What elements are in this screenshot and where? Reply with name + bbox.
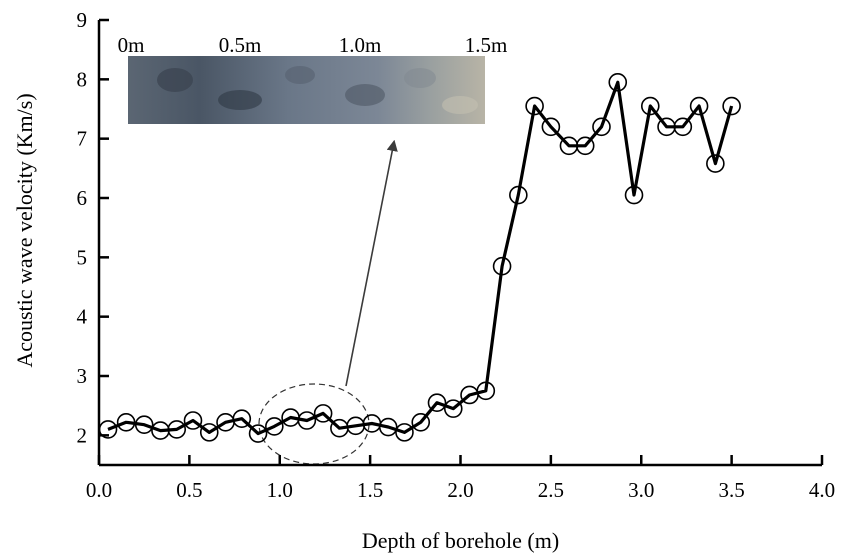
inset-scale-label: 0m <box>118 33 145 57</box>
x-tick-label: 0.0 <box>86 478 112 502</box>
data-point <box>541 117 561 137</box>
y-axis-title: Acoustic wave velocity (Km/s) <box>12 93 37 367</box>
data-point <box>575 136 595 156</box>
inset-scale-labels: 0m 0.5m 1.0m 1.5m <box>118 33 508 57</box>
data-point <box>297 411 317 430</box>
data-point <box>167 420 187 439</box>
y-tick-label: 7 <box>77 127 88 151</box>
data-point <box>265 417 284 436</box>
data-point <box>722 96 741 116</box>
data-point <box>378 417 398 437</box>
x-axis-title: Depth of borehole (m) <box>362 528 559 553</box>
x-tick-label: 1.0 <box>267 478 293 502</box>
series-line <box>107 80 734 436</box>
x-tick-label: 2.0 <box>447 478 473 502</box>
data-point <box>689 96 709 116</box>
x-tick-label: 3.0 <box>628 478 654 502</box>
inset-scale-label: 1.0m <box>339 33 382 57</box>
x-tick-label: 1.5 <box>357 478 383 502</box>
data-point <box>411 412 431 432</box>
data-point <box>476 381 496 401</box>
y-tick-label: 8 <box>77 67 88 91</box>
data-point <box>608 73 628 92</box>
x-tick-label: 2.5 <box>538 478 564 502</box>
axis-ticks: 0.0 0.5 1.0 1.5 2.0 2.5 3.0 3.5 4.0 2 3 4 5 6 7 8 9 <box>77 8 836 502</box>
axis-titles: Depth of borehole (m) Acoustic wave veloc… <box>12 93 559 553</box>
data-point <box>116 412 136 432</box>
x-tick-label: 0.5 <box>176 478 202 502</box>
data-point <box>183 411 203 430</box>
y-tick-label: 6 <box>77 186 88 210</box>
data-point <box>624 185 644 205</box>
y-tick-label: 5 <box>77 245 88 269</box>
data-point <box>640 96 660 116</box>
data-point <box>443 399 463 418</box>
x-tick-label: 3.5 <box>719 478 745 502</box>
y-tick-label: 4 <box>77 305 88 329</box>
data-point <box>509 185 528 205</box>
data-point <box>673 117 693 137</box>
inset-scale-label: 1.5m <box>465 33 508 57</box>
data-series <box>98 73 741 443</box>
y-tick-label: 9 <box>77 8 88 32</box>
data-point <box>232 409 252 429</box>
data-point <box>427 393 447 413</box>
data-point <box>525 96 544 116</box>
x-tick-label: 4.0 <box>809 478 835 502</box>
borehole-photo <box>128 56 485 124</box>
data-point <box>313 404 333 423</box>
data-point <box>706 154 725 173</box>
inset-scale-label: 0.5m <box>219 33 262 57</box>
data-point <box>199 423 219 442</box>
callout-arrow <box>345 139 398 387</box>
data-point <box>98 420 118 439</box>
data-point <box>592 117 611 137</box>
y-tick-label: 2 <box>77 423 88 447</box>
data-point <box>492 256 512 276</box>
y-tick-label: 3 <box>77 364 88 388</box>
data-point <box>395 423 414 442</box>
data-point <box>248 424 268 443</box>
data-point <box>134 415 154 434</box>
